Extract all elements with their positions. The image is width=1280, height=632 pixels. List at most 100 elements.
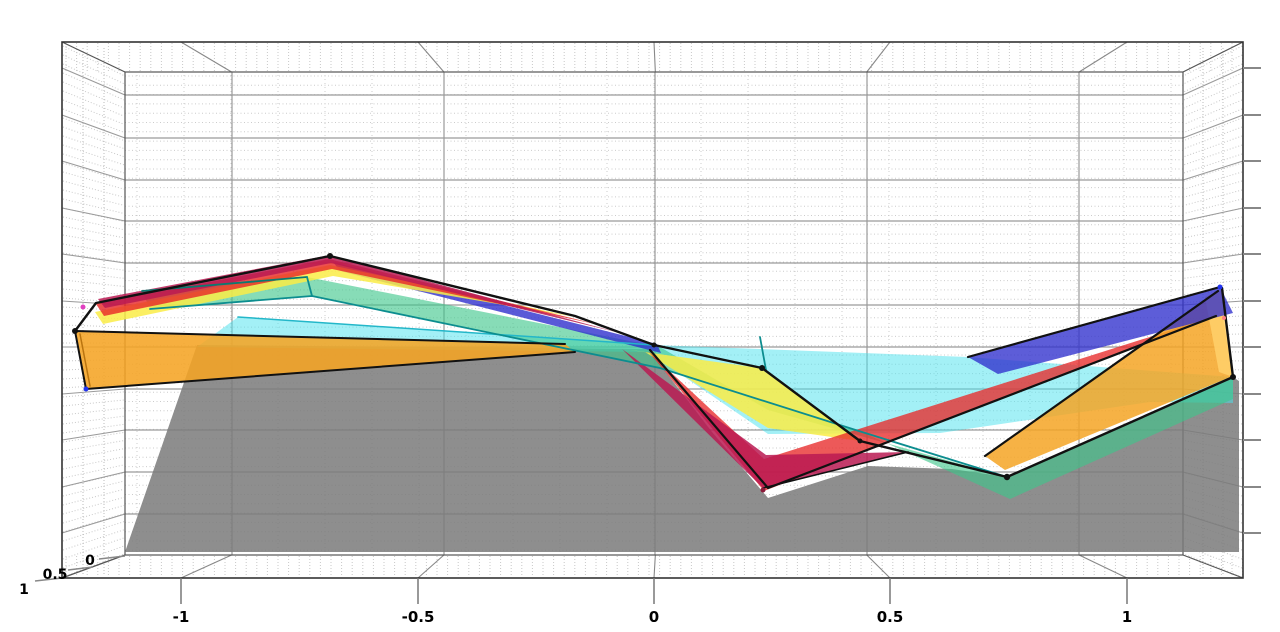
edge-teal-lower <box>149 295 1008 478</box>
left-wall-dot <box>62 496 125 515</box>
ribbon-crimson-left <box>98 255 620 333</box>
left-wall-dot <box>62 162 125 182</box>
left-wall-dot <box>62 415 125 425</box>
left-wall-dot <box>62 198 125 214</box>
right-wall-dot <box>1183 180 1243 198</box>
left-wall-dot <box>62 81 125 109</box>
left-wall-dot <box>62 135 125 158</box>
edge-cyan-top <box>237 316 655 346</box>
right-wall-dot <box>1183 189 1243 206</box>
left-wall-dot <box>62 189 125 206</box>
right-wall-dot <box>1183 135 1243 158</box>
left-wall-dot <box>62 315 125 320</box>
left-wall-dot <box>62 243 125 255</box>
right-wall-major <box>1182 67 1244 96</box>
left-wall-major <box>61 429 126 441</box>
front-face-outline <box>61 41 1244 579</box>
edge-orange-right-top <box>983 289 1220 458</box>
right-wall-dot <box>1183 225 1243 239</box>
left-wall-dot <box>62 306 125 312</box>
left-wall-major <box>61 67 126 96</box>
ribbon-orange-left <box>75 331 575 389</box>
left-wall-dot <box>62 54 125 85</box>
bottom-band-major <box>653 554 656 579</box>
left-wall-dot <box>62 117 125 141</box>
left-wall-dot <box>62 108 125 133</box>
vertex-marker <box>327 253 333 259</box>
left-wall-dot <box>62 225 125 239</box>
vertex-marker <box>80 304 86 310</box>
x-axis-tick-label: 0 <box>649 608 659 626</box>
left-wall-dot <box>62 90 125 117</box>
edge-orange-bottom <box>85 351 576 390</box>
ribbon-red-left <box>96 259 600 325</box>
right-wall-dot <box>1183 72 1243 101</box>
top-band-major <box>417 41 445 73</box>
right-wall-dot <box>1183 216 1243 231</box>
edge-blue-top <box>966 285 1222 359</box>
left-wall-dot <box>62 488 125 506</box>
left-wall-dot <box>62 216 125 231</box>
vertex-marker <box>83 386 89 392</box>
right-wall-dot <box>1183 270 1243 279</box>
edge-orange-fold <box>79 333 91 387</box>
corner-edge <box>61 41 126 73</box>
left-wall-dot <box>62 407 125 416</box>
left-wall-dot <box>62 480 125 497</box>
left-wall-dot <box>62 504 125 524</box>
vertex-marker <box>1003 473 1011 481</box>
right-wall-dot <box>1183 162 1243 182</box>
x-axis-tick-label: -1 <box>173 608 190 626</box>
top-band-major <box>1078 41 1128 73</box>
y-axis-tick-label: 0 <box>85 553 95 569</box>
top-band-major <box>866 41 891 73</box>
left-wall-dot <box>62 399 125 407</box>
right-wall-dot <box>1183 252 1243 263</box>
y-axis-tick-label: 0.5 <box>43 567 68 583</box>
right-wall-dot <box>1183 45 1243 77</box>
y-axis-tick <box>34 577 63 582</box>
bottom-band-major <box>1078 554 1128 579</box>
left-wall-dot <box>62 234 125 247</box>
left-wall-dot <box>62 252 125 263</box>
vertex-marker <box>857 438 863 444</box>
bottom-band-major <box>866 554 891 579</box>
right-wall-major <box>1182 207 1244 222</box>
vertex-marker <box>651 342 657 348</box>
vertex-marker <box>72 328 78 334</box>
right-wall-dot <box>1183 261 1243 271</box>
edge-teal-dipfold <box>759 336 767 371</box>
left-wall-dot <box>62 144 125 166</box>
right-wall-dot <box>1183 279 1243 287</box>
left-wall-dot <box>62 279 125 287</box>
left-wall-dot <box>62 423 125 434</box>
x-axis-tick-label: 0.5 <box>877 608 904 626</box>
left-wall-dot <box>62 391 125 398</box>
y-axis-tick <box>67 566 94 571</box>
left-wall-dot <box>62 45 125 77</box>
right-wall-dot <box>1183 553 1243 578</box>
ribbon-gray <box>125 345 1239 552</box>
right-wall-major <box>1182 114 1244 139</box>
left-wall-dot <box>62 171 125 190</box>
ribbon-orange-right <box>985 291 1233 470</box>
vertex-marker <box>760 487 766 493</box>
left-wall-major <box>61 513 126 534</box>
left-wall-dot <box>62 545 125 569</box>
x-axis-tick-label: -0.5 <box>402 608 435 626</box>
edge-crimson-right <box>762 451 909 489</box>
right-wall-dot <box>1183 126 1243 150</box>
left-wall-dot <box>62 63 125 93</box>
right-wall-dot <box>1183 144 1243 166</box>
edge-v-outline <box>648 314 1218 490</box>
right-wall-dot <box>1183 243 1243 255</box>
y-axis-tick-label: 1 <box>19 582 29 598</box>
left-wall-dot <box>62 431 125 443</box>
vertex-marker <box>1217 284 1223 290</box>
right-wall-major <box>1182 160 1244 181</box>
left-wall-major <box>61 253 126 264</box>
vertex-marker <box>1230 374 1236 380</box>
left-wall-major <box>61 388 126 395</box>
left-wall-dot <box>62 288 125 296</box>
